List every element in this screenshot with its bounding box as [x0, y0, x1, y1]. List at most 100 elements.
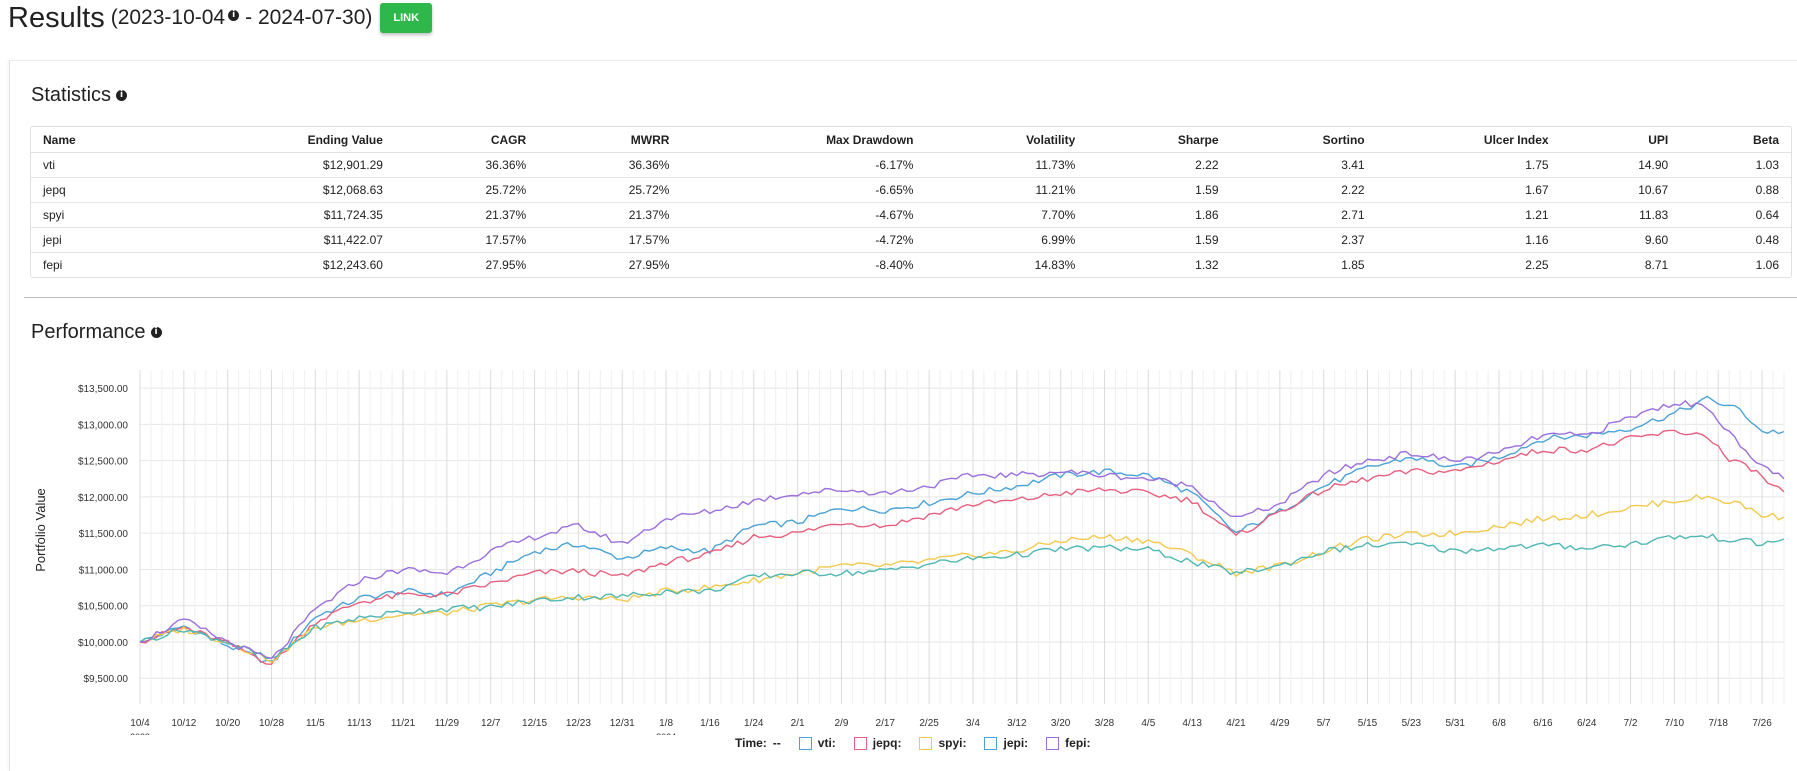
column-header-mwrr[interactable]: MWRR	[538, 127, 682, 153]
x-tick-label: 11/29	[435, 718, 460, 729]
column-header-volatility[interactable]: Volatility	[925, 127, 1088, 153]
info-icon[interactable]: i	[228, 9, 240, 21]
link-button[interactable]: LINK	[380, 3, 433, 33]
legend-item-vti[interactable]: vti:	[798, 736, 836, 750]
column-header-ending-value[interactable]: Ending Value	[175, 127, 395, 153]
cell-volatility: 6.99%	[925, 227, 1088, 253]
legend-time-value: --	[772, 736, 781, 750]
cell-name: vti	[31, 152, 175, 178]
series-line-jepi[interactable]	[139, 533, 1785, 660]
cell-ulcer-index: 1.67	[1376, 177, 1561, 203]
x-tick-label: 2/25	[919, 718, 939, 729]
cell-sharpe: 1.32	[1195, 258, 1219, 272]
column-header-name[interactable]: Name	[31, 127, 175, 153]
cell-sortino: 1.85	[1341, 258, 1365, 272]
cell-mwrr: 25.72%	[538, 177, 682, 203]
cell-max-drawdown: -6.17%	[681, 152, 926, 178]
x-tick-label: 2/1	[791, 718, 805, 729]
cell-cagr: 25.72%	[394, 177, 539, 203]
chart-legend: Time: -- vti: jepq: spyi: jepi: fepi:	[735, 736, 1091, 750]
cell-beta: 1.03	[1680, 152, 1791, 178]
cell-beta: 1.06	[1755, 258, 1779, 272]
y-tick-label: $13,000.00	[78, 420, 128, 431]
legend-item-jepi[interactable]: jepi:	[984, 736, 1028, 750]
table-row: vti $12,901.29 36.36% 36.36% -6.17% 11.7…	[31, 152, 1791, 178]
table-row: fepi $12,243.60 27.95% 27.95% -8.40% 14.…	[31, 253, 1791, 278]
series-line-jepq[interactable]	[139, 429, 1785, 666]
cell-sortino: 2.37	[1230, 227, 1377, 253]
legend-label: vti:	[817, 736, 836, 750]
x-year-label: 2024	[656, 732, 676, 735]
cell-ulcer-index: 1.21	[1376, 202, 1561, 228]
legend-label: fepi:	[1065, 736, 1091, 750]
legend-swatch	[798, 736, 812, 750]
legend-swatch	[1046, 736, 1060, 750]
series-line-fepi[interactable]	[139, 399, 1785, 660]
x-tick-label: 7/2	[1624, 718, 1638, 729]
legend-item-spyi[interactable]: spyi:	[919, 736, 966, 750]
cell-sharpe: 1.59	[1087, 177, 1231, 203]
column-header-beta[interactable]: Beta	[1680, 127, 1791, 153]
legend-label: jepi:	[1003, 736, 1029, 750]
cell-mwrr: 36.36%	[538, 152, 682, 178]
cell-ending-value: $12,068.63	[175, 177, 395, 203]
x-tick-label: 3/28	[1095, 718, 1115, 729]
column-header-sharpe[interactable]: Sharpe	[1087, 127, 1231, 153]
cell-name: jepq	[31, 177, 175, 203]
x-year-label: 2023	[130, 732, 150, 735]
cell-beta: 0.48	[1680, 227, 1791, 253]
x-tick-label: 2/17	[876, 718, 896, 729]
y-tick-label: $11,000.00	[79, 565, 129, 576]
section-divider	[24, 297, 1797, 298]
cell-cagr: 27.95%	[485, 258, 527, 272]
x-tick-label: 4/13	[1182, 718, 1202, 729]
results-header: Results (2023-10-04 i - 2024-07-30) LINK	[8, 0, 433, 36]
x-tick-label: 4/5	[1141, 718, 1155, 729]
cell-upi: 9.60	[1560, 227, 1681, 253]
cell-max-drawdown: -6.65%	[681, 177, 926, 203]
cell-ending-value: $11,724.35	[175, 202, 395, 228]
info-icon[interactable]: i	[150, 327, 162, 338]
x-tick-label: 5/23	[1402, 718, 1422, 729]
cell-max-drawdown: -4.67%	[681, 202, 926, 228]
cell-sortino: 3.41	[1230, 152, 1377, 178]
chart-grid	[139, 370, 1785, 704]
x-tick-label: 1/8	[659, 718, 673, 729]
performance-title-text: Performance	[31, 321, 146, 343]
range-start: (2023-10-04	[110, 6, 226, 29]
cell-cagr: 36.36%	[394, 152, 539, 178]
table-row: jepi $11,422.07 17.57% 17.57% -4.72% 6.9…	[31, 227, 1791, 253]
cell-cagr: 21.37%	[394, 202, 539, 228]
legend-swatch	[853, 736, 867, 750]
legend-item-jepq[interactable]: jepq:	[853, 736, 902, 750]
series-line-vti[interactable]	[139, 395, 1785, 664]
cell-volatility: 11.21%	[925, 177, 1088, 203]
x-tick-label: 7/10	[1665, 718, 1685, 729]
range-end: - 2024-07-30)	[245, 6, 373, 29]
x-tick-label: 5/7	[1317, 718, 1331, 729]
legend-item-fepi[interactable]: fepi:	[1046, 736, 1091, 750]
column-header-cagr[interactable]: CAGR	[394, 127, 539, 153]
info-icon[interactable]: i	[116, 90, 128, 101]
legend-swatch	[984, 736, 998, 750]
cell-beta: 0.64	[1680, 202, 1791, 228]
series-line-spyi[interactable]	[139, 494, 1785, 663]
column-header-max-drawdown[interactable]: Max Drawdown	[681, 127, 926, 153]
y-tick-label: $13,500.00	[78, 384, 128, 395]
performance-chart[interactable]: $9,500.00 $10,000.00 $10,500.00 $11,000.00 $…	[0, 360, 1797, 735]
column-header-sortino[interactable]: Sortino	[1230, 127, 1377, 153]
y-tick-label: $10,000.00	[78, 638, 128, 649]
statistics-table: Name Ending Value CAGR MWRR Max Drawdown…	[30, 126, 1792, 278]
cell-volatility: 11.73%	[925, 152, 1088, 178]
column-header-ulcer-index[interactable]: Ulcer Index	[1376, 127, 1561, 153]
cell-upi: 14.90	[1560, 152, 1681, 178]
column-header-upi[interactable]: UPI	[1560, 127, 1681, 153]
x-tick-label: 10/28	[259, 718, 284, 729]
x-tick-label: 7/26	[1752, 718, 1772, 729]
page-title: Results	[8, 1, 105, 34]
statistics-title-text: Statistics	[31, 84, 112, 106]
x-tick-label: 11/5	[306, 718, 325, 729]
cell-name: fepi	[43, 258, 63, 272]
legend-label: jepq:	[872, 736, 902, 750]
x-tick-label: 10/12	[171, 718, 196, 729]
